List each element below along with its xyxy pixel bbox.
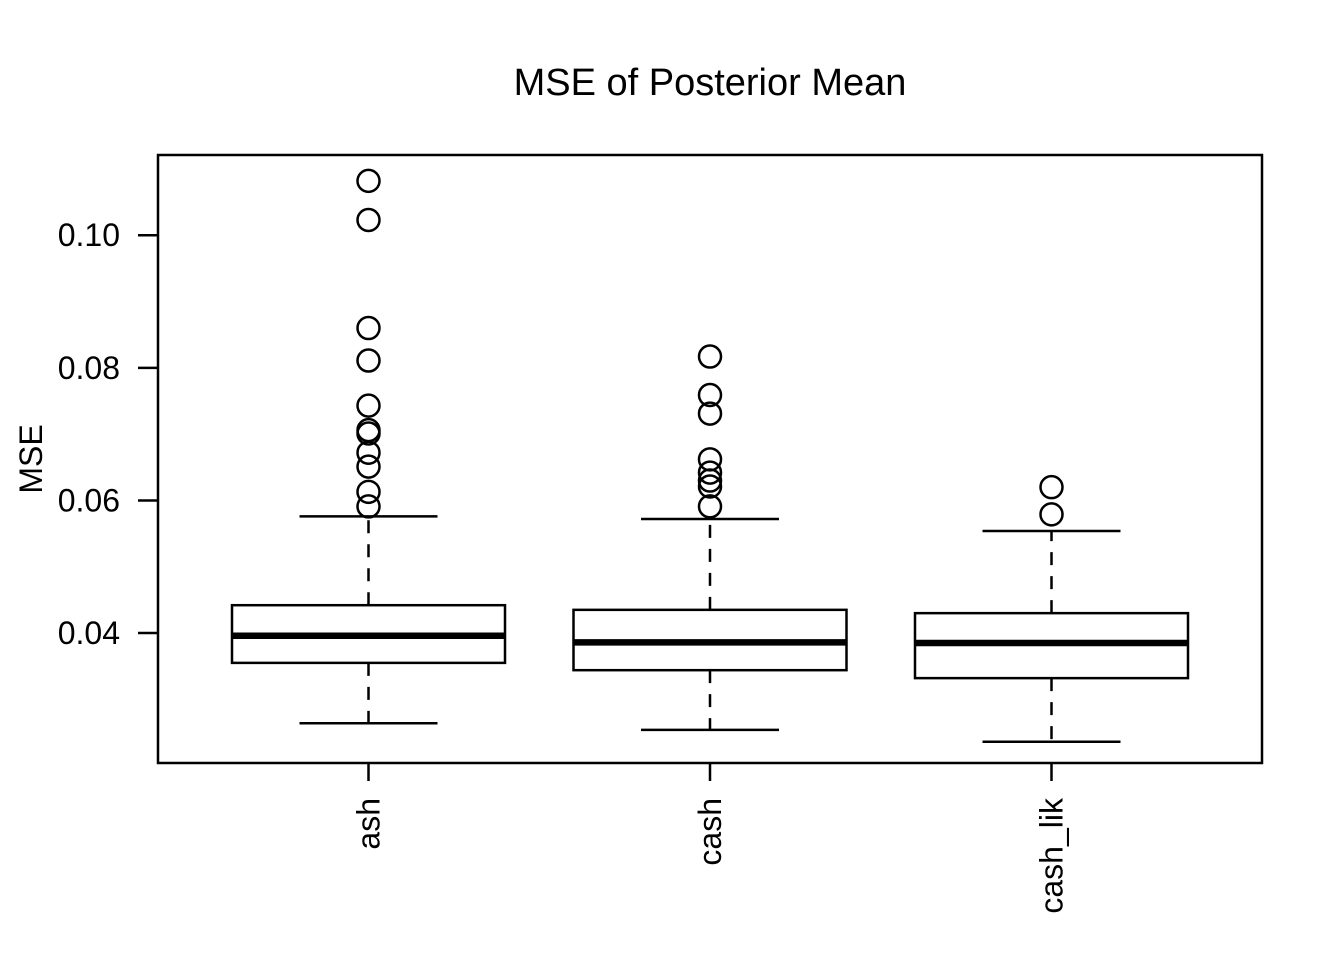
outlier-point bbox=[697, 344, 723, 369]
chart-title: MSE of Posterior Mean bbox=[514, 62, 907, 104]
y-tick-label: 0.08 bbox=[58, 350, 120, 386]
outlier-point bbox=[697, 494, 723, 519]
x-tick-label: cash_lik bbox=[1034, 797, 1070, 914]
outlier-point bbox=[356, 348, 381, 373]
x-tick-label: cash bbox=[692, 798, 728, 866]
plot-marks: 0.04 0.06 0.08 0.10 ash cash cash_lik bbox=[58, 153, 1264, 914]
y-axis-title: MSE bbox=[13, 424, 49, 493]
outlier-point bbox=[356, 417, 381, 443]
outlier-point bbox=[1039, 474, 1064, 500]
outlier-point bbox=[697, 474, 723, 499]
outlier-point bbox=[356, 479, 381, 505]
outlier-point bbox=[1039, 502, 1064, 527]
y-tick-label: 0.04 bbox=[58, 615, 120, 651]
outlier-point bbox=[697, 401, 723, 426]
outlier-point bbox=[356, 207, 381, 233]
x-tick-label: ash bbox=[351, 798, 387, 850]
outlier-point bbox=[356, 454, 381, 479]
outlier-point bbox=[356, 393, 381, 418]
outlier-point bbox=[356, 315, 381, 341]
y-tick-label: 0.06 bbox=[58, 482, 120, 518]
y-tick-label: 0.10 bbox=[58, 217, 120, 253]
outlier-point bbox=[356, 494, 381, 519]
outlier-point bbox=[356, 168, 381, 194]
outlier-point bbox=[697, 447, 723, 472]
outlier-point bbox=[697, 382, 723, 408]
outlier-point bbox=[697, 460, 723, 485]
